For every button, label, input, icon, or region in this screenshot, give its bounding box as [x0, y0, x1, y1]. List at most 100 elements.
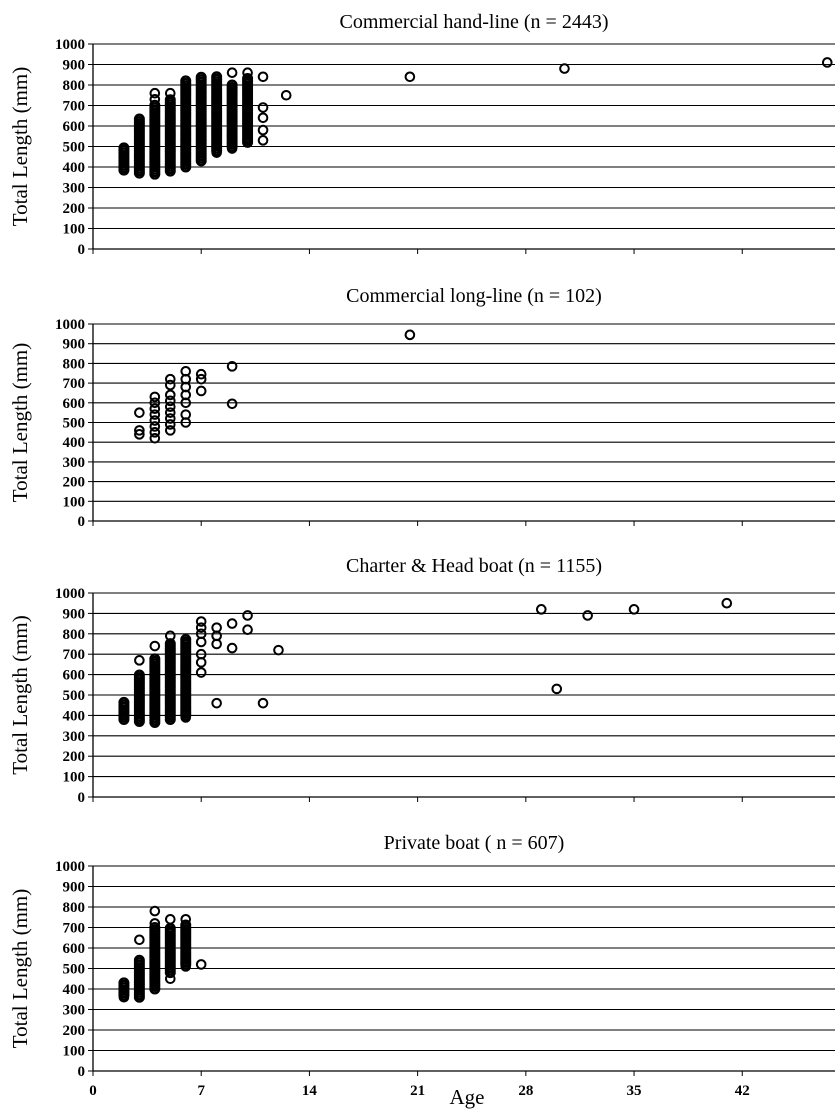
data-point — [257, 135, 269, 146]
data-point — [149, 640, 161, 652]
x-axis-label: Age — [450, 1085, 485, 1109]
data-point — [164, 425, 176, 436]
data-point — [180, 930, 192, 942]
data-point — [211, 71, 223, 83]
chart-title: Charter & Head boat (n = 1155) — [346, 555, 602, 577]
chart-panel-3: 0 100 200 300 400 500 600 700 800 900 1000 Charter … — [8, 555, 835, 806]
data-point — [242, 610, 253, 621]
data-point — [226, 618, 238, 629]
data-point — [226, 642, 238, 654]
y-axis-label: Total Length (mm) — [8, 615, 32, 775]
data-point — [180, 961, 192, 972]
chart-title: Commercial hand-line (n = 2443) — [340, 11, 609, 33]
data-point — [118, 142, 130, 154]
data-point — [195, 628, 207, 640]
data-point — [535, 604, 547, 615]
data-point — [180, 75, 192, 87]
chart-title: Commercial long-line (n = 102) — [346, 285, 602, 307]
data-point — [149, 403, 161, 415]
data-point — [133, 113, 145, 125]
data-point — [118, 991, 130, 1003]
y-tick-label: 900 — [63, 606, 86, 622]
data-point — [226, 361, 238, 372]
data-point — [582, 610, 593, 621]
data-point — [195, 622, 207, 633]
y-tick-label: 300 — [63, 1003, 86, 1019]
y-tick-label: 700 — [63, 99, 86, 115]
data-point — [133, 669, 145, 681]
y-axis-label: Total Length (mm) — [8, 67, 32, 227]
y-tick-label: 700 — [63, 376, 86, 392]
data-point — [149, 391, 161, 403]
data-point — [149, 421, 161, 432]
data-point — [211, 697, 222, 709]
y-tick-label: 100 — [63, 1044, 86, 1060]
data-point — [257, 71, 269, 83]
data-point — [211, 147, 222, 158]
data-point — [134, 655, 145, 666]
y-axis-label: Total Length (mm) — [8, 343, 32, 503]
chart-panel-2: 0 100 200 300 400 500 600 700 800 900 1000 Commerci… — [8, 285, 835, 530]
y-tick-label: 400 — [63, 160, 86, 176]
chart-panel-1: 0 100 200 300 400 500 600 700 800 900 1000 Commerci… — [8, 11, 835, 258]
y-tick-label: 800 — [63, 900, 86, 916]
data-point — [180, 409, 192, 420]
data-point — [149, 87, 161, 99]
data-point — [149, 653, 161, 665]
data-point — [226, 143, 238, 154]
data-point — [226, 120, 238, 132]
data-point — [149, 99, 161, 111]
data-point — [149, 94, 161, 105]
data-point — [164, 379, 176, 391]
y-tick-label: 400 — [63, 708, 86, 724]
x-tick-label: 21 — [410, 1083, 425, 1099]
data-point — [149, 409, 161, 420]
data-point — [226, 67, 238, 78]
y-tick-label: 100 — [63, 222, 86, 238]
data-point — [211, 622, 222, 633]
y-tick-label: 900 — [63, 58, 86, 74]
data-point — [257, 697, 269, 709]
y-tick-label: 300 — [63, 181, 86, 197]
data-point — [195, 385, 207, 397]
data-point — [195, 71, 207, 83]
y-tick-label: 600 — [63, 668, 86, 684]
data-point — [149, 415, 161, 426]
data-point — [149, 918, 161, 929]
data-point — [257, 102, 269, 113]
y-tick-label: 1000 — [55, 586, 85, 602]
data-point — [164, 395, 176, 407]
data-point — [164, 973, 176, 985]
data-point — [180, 942, 192, 954]
data-point — [134, 429, 145, 440]
x-tick-label: 42 — [735, 1083, 750, 1099]
y-tick-label: 200 — [63, 749, 86, 765]
y-tick-label: 100 — [63, 770, 86, 786]
data-point — [149, 397, 161, 409]
data-point — [821, 57, 833, 68]
y-tick-label: 800 — [63, 356, 86, 372]
data-point — [195, 959, 207, 970]
y-tick-label: 900 — [63, 337, 86, 353]
data-point — [195, 368, 207, 380]
y-tick-label: 500 — [63, 416, 86, 432]
data-point — [180, 914, 192, 925]
data-point — [226, 398, 238, 410]
data-point — [195, 648, 207, 660]
x-tick-label: 14 — [302, 1083, 318, 1099]
y-tick-label: 1000 — [55, 37, 85, 53]
y-tick-label: 100 — [63, 494, 86, 510]
y-tick-label: 800 — [63, 78, 86, 94]
y-tick-label: 900 — [63, 880, 86, 896]
y-tick-label: 500 — [63, 962, 86, 978]
data-point — [164, 373, 176, 385]
x-tick-label: 35 — [627, 1083, 642, 1099]
data-point — [195, 667, 207, 678]
y-tick-label: 200 — [63, 201, 86, 217]
y-tick-label: 600 — [63, 396, 86, 412]
y-tick-label: 800 — [63, 627, 86, 643]
data-point — [164, 389, 176, 401]
data-point — [149, 427, 161, 438]
data-point — [242, 72, 254, 84]
y-tick-label: 0 — [78, 790, 86, 806]
